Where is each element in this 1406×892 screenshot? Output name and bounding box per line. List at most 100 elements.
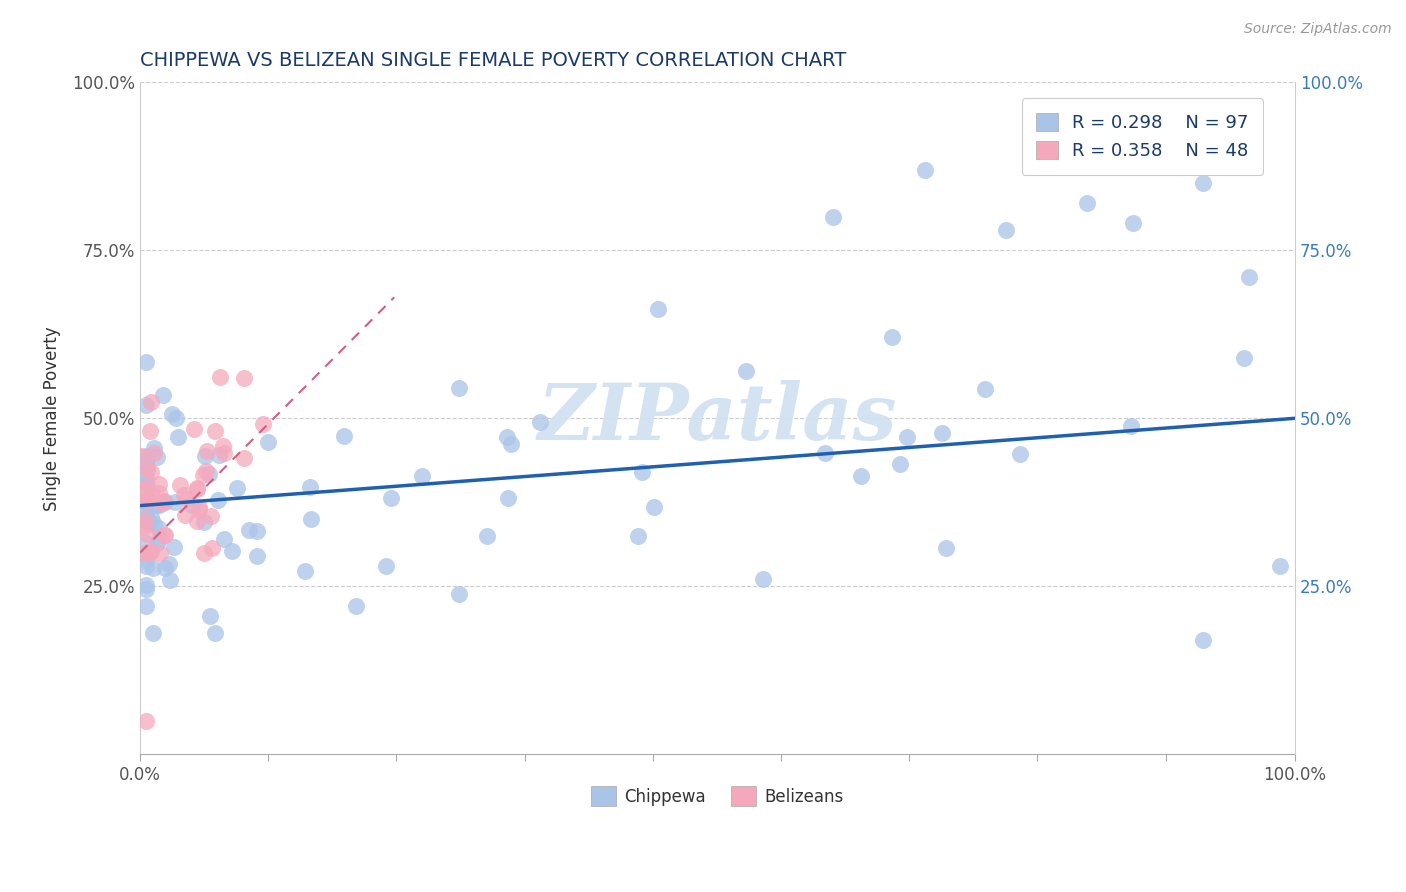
Point xyxy=(298,480,321,494)
Point xyxy=(135,472,157,486)
Point xyxy=(129,449,152,463)
Point xyxy=(1122,216,1144,230)
Point xyxy=(152,388,174,402)
Text: Source: ZipAtlas.com: Source: ZipAtlas.com xyxy=(1244,22,1392,37)
Point xyxy=(142,561,165,575)
Point xyxy=(139,395,162,409)
Point xyxy=(135,508,157,522)
Point xyxy=(135,714,157,728)
Point xyxy=(135,599,157,613)
Point xyxy=(135,553,157,567)
Point xyxy=(198,609,221,624)
Point xyxy=(135,578,157,592)
Y-axis label: Single Female Poverty: Single Female Poverty xyxy=(44,326,60,510)
Point xyxy=(849,469,872,483)
Point xyxy=(188,500,211,514)
Point xyxy=(246,524,269,538)
Point xyxy=(135,462,157,476)
Point xyxy=(183,422,205,436)
Point xyxy=(411,468,433,483)
Point xyxy=(447,381,470,395)
Point xyxy=(146,450,169,465)
Point xyxy=(138,516,160,530)
Point xyxy=(142,442,165,456)
Text: ZIPatlas: ZIPatlas xyxy=(538,380,897,457)
Point xyxy=(146,536,169,550)
Point xyxy=(135,449,157,463)
Point xyxy=(134,513,156,527)
Point xyxy=(201,541,224,556)
Point xyxy=(135,493,157,508)
Point xyxy=(212,445,235,459)
Point xyxy=(136,491,159,506)
Point xyxy=(1191,632,1213,647)
Point xyxy=(238,523,260,537)
Point xyxy=(198,467,221,482)
Point xyxy=(135,458,157,472)
Point xyxy=(153,494,176,508)
Point xyxy=(529,415,551,429)
Point xyxy=(344,599,367,614)
Point xyxy=(212,533,235,547)
Point xyxy=(735,364,758,378)
Point xyxy=(135,536,157,550)
Point xyxy=(821,210,844,224)
Point xyxy=(200,508,222,523)
Point xyxy=(193,546,215,560)
Point xyxy=(935,541,957,556)
Point xyxy=(132,520,155,534)
Point xyxy=(135,511,157,525)
Point xyxy=(153,495,176,509)
Point xyxy=(153,561,176,575)
Point xyxy=(194,449,217,463)
Point xyxy=(252,417,274,431)
Point xyxy=(1237,270,1260,285)
Point xyxy=(132,481,155,495)
Point xyxy=(208,448,231,462)
Point xyxy=(135,452,157,467)
Point xyxy=(889,457,911,471)
Point xyxy=(173,488,195,502)
Text: CHIPPEWA VS BELIZEAN SINGLE FEMALE POVERTY CORRELATION CHART: CHIPPEWA VS BELIZEAN SINGLE FEMALE POVER… xyxy=(141,51,846,70)
Point xyxy=(141,544,163,558)
Point xyxy=(174,508,197,523)
Point xyxy=(131,546,153,560)
Point xyxy=(141,510,163,524)
Point xyxy=(496,430,519,444)
Point xyxy=(143,446,166,460)
Point xyxy=(301,511,323,525)
Point xyxy=(496,491,519,506)
Point xyxy=(647,301,669,316)
Point xyxy=(148,521,170,535)
Point xyxy=(193,515,215,529)
Point xyxy=(814,445,837,459)
Point xyxy=(204,425,226,439)
Point xyxy=(141,490,163,504)
Point xyxy=(931,425,953,440)
Point xyxy=(148,486,170,500)
Point xyxy=(752,572,775,586)
Point xyxy=(294,564,316,578)
Point xyxy=(333,429,356,443)
Point xyxy=(176,491,198,506)
Point xyxy=(974,383,997,397)
Point xyxy=(162,407,184,421)
Point xyxy=(256,435,278,450)
Point xyxy=(627,529,650,543)
Point xyxy=(880,329,903,343)
Point xyxy=(1233,351,1256,366)
Point xyxy=(142,626,165,640)
Point xyxy=(136,482,159,496)
Point xyxy=(135,354,157,368)
Point xyxy=(169,477,191,491)
Point xyxy=(374,559,396,574)
Point xyxy=(150,496,173,510)
Point xyxy=(138,546,160,560)
Point xyxy=(149,531,172,545)
Legend: Chippewa, Belizeans: Chippewa, Belizeans xyxy=(585,780,851,814)
Point xyxy=(135,558,157,573)
Point xyxy=(191,468,214,483)
Point xyxy=(157,557,180,571)
Point xyxy=(194,464,217,478)
Point xyxy=(167,430,190,444)
